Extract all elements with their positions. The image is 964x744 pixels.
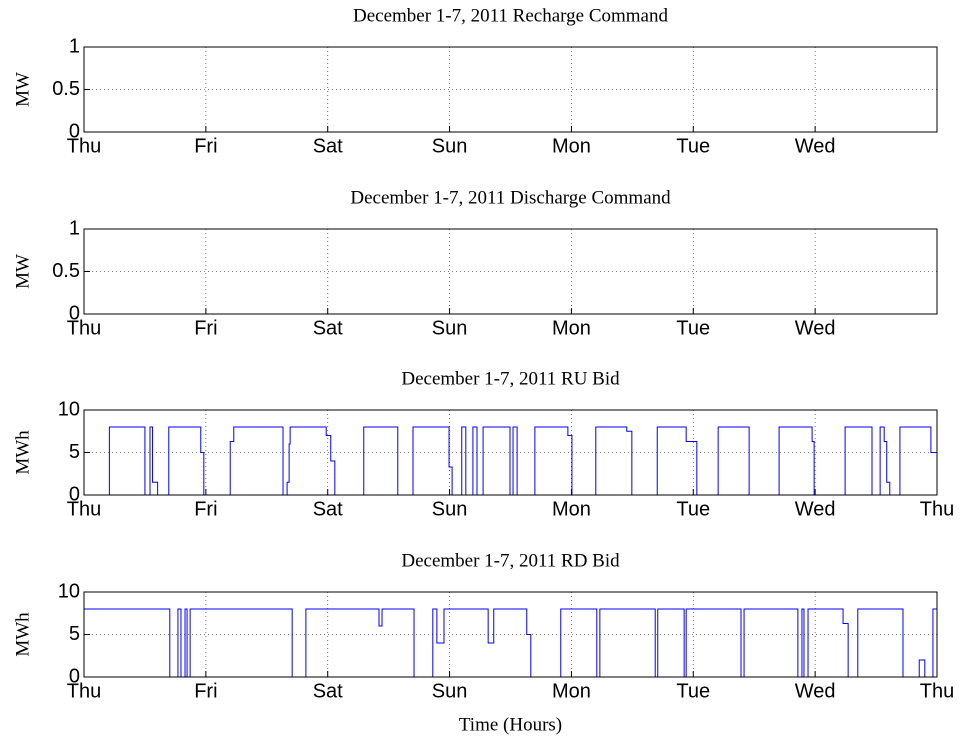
y-tick-label: 1: [69, 35, 80, 57]
x-axis-label: Time (Hours): [459, 714, 562, 735]
y-tick-label: 10: [58, 398, 80, 420]
y-axis-label: MWh: [12, 612, 33, 657]
y-tick-label: 0.5: [52, 260, 80, 282]
y-tick-label: 5: [69, 623, 80, 645]
x-tick-label: Sat: [313, 317, 343, 339]
y-tick-label: 0: [69, 483, 80, 505]
x-tick-label: Tue: [676, 317, 710, 339]
x-tick-label: Sat: [313, 498, 343, 520]
chart-title: December 1-7, 2011 RU Bid: [401, 368, 620, 389]
x-tick-label: Sun: [432, 680, 468, 702]
x-tick-label: Sun: [432, 317, 468, 339]
y-axis-label: MW: [12, 72, 33, 107]
data-line: [84, 426, 937, 496]
y-axis-label: MW: [12, 254, 33, 289]
x-tick-label: Mon: [552, 680, 591, 702]
y-tick-label: 0.5: [52, 78, 80, 100]
x-tick-label: Wed: [795, 680, 836, 702]
y-tick-label: 10: [58, 580, 80, 602]
x-tick-label: Fri: [194, 135, 217, 157]
x-tick-label: Tue: [676, 135, 710, 157]
x-tick-label: Thu: [67, 135, 101, 157]
data-line: [84, 608, 937, 678]
x-tick-label: Wed: [795, 317, 836, 339]
y-tick-label: 0: [69, 302, 80, 324]
x-tick-label: Sat: [313, 135, 343, 157]
x-tick-label: Sat: [313, 680, 343, 702]
y-tick-label: 0: [69, 120, 80, 142]
plot-frame: [83, 46, 938, 133]
chart-title: December 1-7, 2011 Recharge Command: [353, 5, 668, 26]
plot-frame: [83, 228, 938, 315]
x-tick-label: Thu: [920, 680, 954, 702]
y-tick-label: 0: [69, 665, 80, 687]
y-tick-label: 5: [69, 441, 80, 463]
x-tick-label: Sun: [432, 498, 468, 520]
x-tick-label: Thu: [920, 498, 954, 520]
x-tick-label: Mon: [552, 498, 591, 520]
x-tick-label: Fri: [194, 317, 217, 339]
chart-title: December 1-7, 2011 Discharge Command: [350, 187, 671, 208]
plot-frame: [83, 409, 938, 496]
x-tick-label: Mon: [552, 317, 591, 339]
x-tick-label: Thu: [67, 680, 101, 702]
x-tick-label: Fri: [194, 680, 217, 702]
chart-title: December 1-7, 2011 RD Bid: [401, 550, 620, 571]
x-tick-label: Thu: [67, 317, 101, 339]
x-tick-label: Tue: [676, 498, 710, 520]
x-tick-label: Thu: [67, 498, 101, 520]
x-tick-label: Mon: [552, 135, 591, 157]
plot-frame: [83, 591, 938, 678]
x-tick-label: Sun: [432, 135, 468, 157]
x-tick-label: Fri: [194, 498, 217, 520]
y-tick-label: 1: [69, 217, 80, 239]
x-tick-label: Wed: [795, 135, 836, 157]
y-axis-label: MWh: [12, 430, 33, 475]
x-tick-label: Tue: [676, 680, 710, 702]
x-tick-label: Wed: [795, 498, 836, 520]
